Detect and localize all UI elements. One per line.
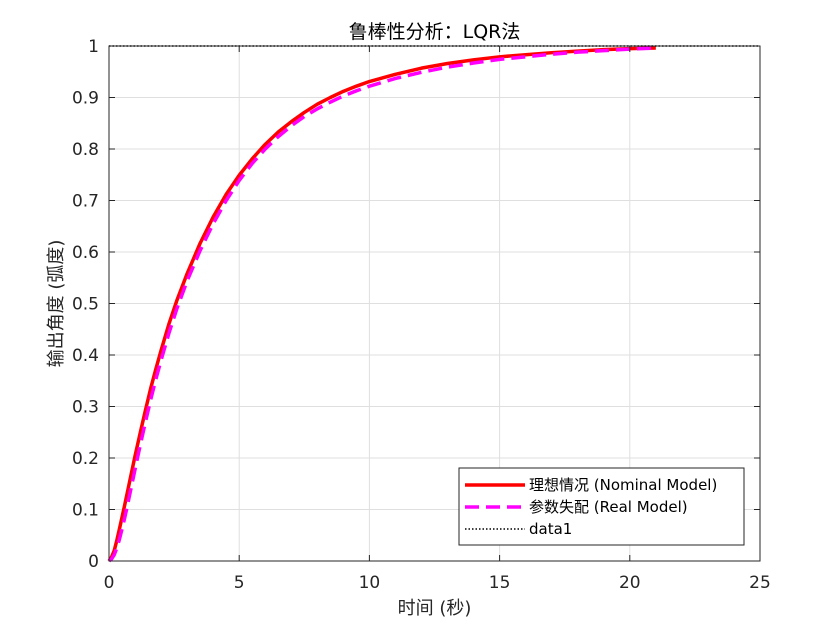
x-tick-label: 10 [359, 573, 381, 593]
legend: 理想情况 (Nominal Model) 参数失配 (Real Model) dat… [458, 467, 745, 546]
x-tick-labels: 0 5 10 15 20 25 [104, 573, 771, 593]
x-tick-label: 25 [749, 573, 771, 593]
y-tick-label: 0.1 [72, 501, 99, 521]
y-tick-label: 0.5 [72, 295, 99, 315]
chart-title: 鲁棒性分析：LQR法 [349, 21, 521, 43]
y-tick-label: 0.9 [72, 89, 99, 109]
y-tick-label: 0.8 [72, 140, 99, 160]
x-tick-label: 0 [104, 573, 115, 593]
y-tick-labels: 0 0.1 0.2 0.3 0.4 0.5 0.6 0.7 0.8 0.9 1 [72, 37, 99, 572]
x-tick-label: 5 [234, 573, 245, 593]
legend-label-1: 理想情况 (Nominal Model) [529, 476, 717, 494]
legend-label-3: data1 [529, 520, 572, 538]
ticks [108, 45, 761, 562]
y-tick-label: 0 [88, 552, 99, 572]
legend-label-2: 参数失配 (Real Model) [529, 498, 688, 516]
y-tick-label: 0.3 [72, 398, 99, 418]
legend-box [458, 467, 745, 546]
series-line-2 [107, 46, 656, 563]
y-tick-label: 0.2 [72, 449, 99, 469]
x-tick-label: 20 [619, 573, 641, 593]
x-axis-title: 时间 (秒) [398, 598, 472, 619]
y-tick-label: 0.7 [72, 192, 99, 212]
series-line-1 [107, 46, 656, 562]
y-tick-label: 1 [88, 37, 99, 57]
y-tick-label: 0.6 [72, 243, 99, 263]
y-axis-title: 输出角度 (弧度) [46, 240, 67, 368]
legend-items: 理想情况 (Nominal Model) 参数失配 (Real Model) dat… [465, 476, 717, 538]
y-tick-label: 0.4 [72, 346, 99, 366]
x-tick-label: 15 [489, 573, 511, 593]
